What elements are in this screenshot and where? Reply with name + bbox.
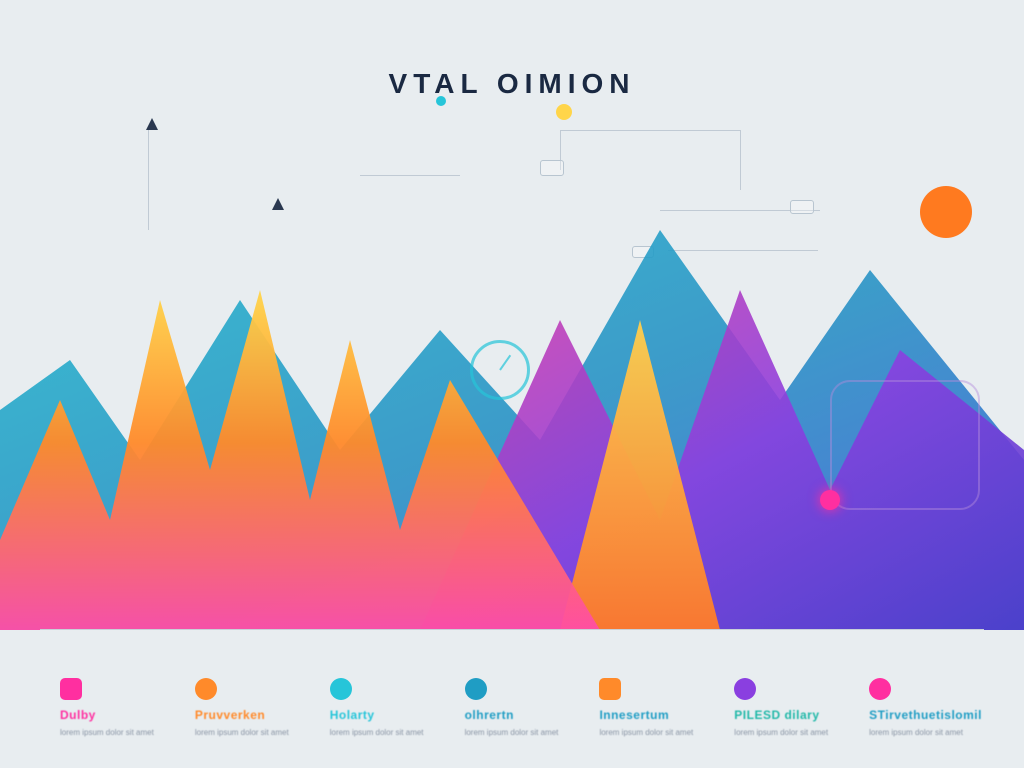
legend-item: STirvethuetislomil lorem ipsum dolor sit… [869,678,994,738]
legend-swatch-icon [599,678,621,700]
legend-item: Holarty lorem ipsum dolor sit amet [330,678,455,738]
legend-sub: lorem ipsum dolor sit amet [869,728,963,738]
legend-swatch-icon [734,678,756,700]
legend-label: PILESD dilary [734,708,819,722]
chart-title: VTAL OIMION [389,68,636,100]
legend: Dulby lorem ipsum dolor sit amet Pruvver… [60,678,994,738]
legend-item: Dulby lorem ipsum dolor sit amet [60,678,185,738]
panel-outline [830,380,980,510]
legend-item: Innesertum lorem ipsum dolor sit amet [599,678,724,738]
legend-swatch-icon [330,678,352,700]
legend-sub: lorem ipsum dolor sit amet [195,728,289,738]
legend-label: Pruvverken [195,708,265,722]
magenta-dot-icon [820,490,840,510]
legend-sub: lorem ipsum dolor sit amet [465,728,559,738]
legend-item: Pruvverken lorem ipsum dolor sit amet [195,678,320,738]
legend-swatch-icon [869,678,891,700]
legend-swatch-icon [465,678,487,700]
legend-label: Dulby [60,708,96,722]
legend-item: olhrertn lorem ipsum dolor sit amet [465,678,590,738]
legend-label: Holarty [330,708,375,722]
legend-swatch-icon [60,678,82,700]
legend-label: STirvethuetislomil [869,708,982,722]
legend-label: olhrertn [465,708,514,722]
infographic-canvas: VTAL OIMION [0,0,1024,768]
legend-sub: lorem ipsum dolor sit amet [734,728,828,738]
gauge-icon [470,340,530,400]
legend-swatch-icon [195,678,217,700]
legend-sub: lorem ipsum dolor sit amet [330,728,424,738]
legend-item: PILESD dilary lorem ipsum dolor sit amet [734,678,859,738]
legend-sub: lorem ipsum dolor sit amet [60,728,154,738]
chart-baseline [40,629,984,630]
legend-label: Innesertum [599,708,669,722]
legend-sub: lorem ipsum dolor sit amet [599,728,693,738]
